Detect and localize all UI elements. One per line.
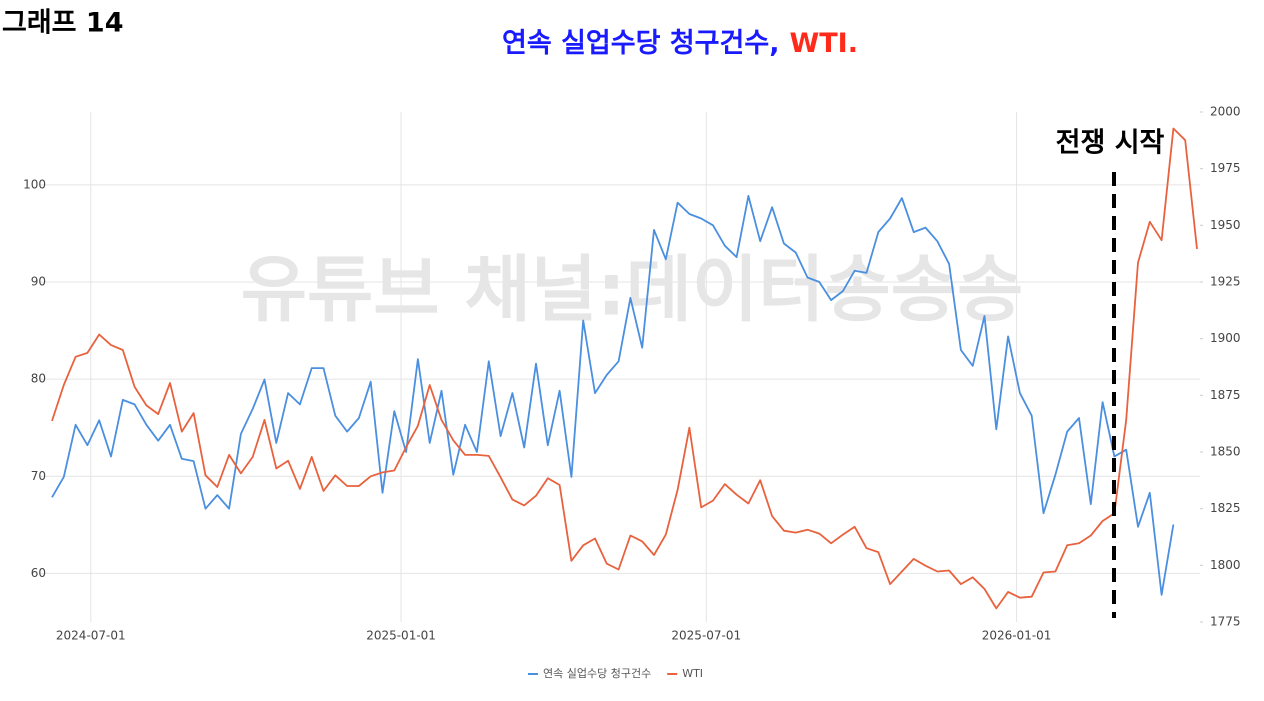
x-tick-label: 2024-07-01 <box>56 629 126 643</box>
y2-tick-label: 1850 <box>1210 445 1241 459</box>
y2-tick-label: 1925 <box>1210 275 1241 289</box>
x-tick-label: 2025-01-01 <box>366 629 436 643</box>
annotation: 전쟁 시작 <box>1056 128 1165 159</box>
chart-title: 연속 실업수당 청구건수, WTI. <box>502 28 858 59</box>
title-part: 연속 실업수당 청구건수, <box>502 28 779 59</box>
x-tick-label: 2025-07-01 <box>671 629 741 643</box>
y2-tick-label: 1875 <box>1210 388 1241 402</box>
title-part: WTI. <box>789 28 858 59</box>
series-line <box>51 195 1175 596</box>
y2-tick-label: 1900 <box>1210 331 1241 345</box>
y-tick-label: 70 <box>31 469 46 483</box>
y-tick-label: 60 <box>31 566 46 580</box>
y2-tick-label: 1800 <box>1210 558 1241 572</box>
header: 그래프 14 <box>2 8 124 39</box>
legend-label: 연속 실업수당 청구건수 <box>543 667 651 680</box>
watermark: 유튜브 채널:데이터송송송 <box>241 248 1024 332</box>
y-tick-label: 80 <box>31 372 46 386</box>
y2-tick-label: 1975 <box>1210 161 1241 175</box>
legend-label: WTI <box>682 667 703 680</box>
x-tick-label: 2026-01-01 <box>982 629 1052 643</box>
y2-tick-label: 2000 <box>1210 105 1241 119</box>
y-tick-label: 100 <box>23 177 46 191</box>
y2-tick-label: 1775 <box>1210 615 1241 629</box>
y-tick-label: 90 <box>31 275 46 289</box>
series-line <box>51 127 1198 610</box>
y2-tick-label: 1950 <box>1210 218 1241 232</box>
y2-tick-label: 1825 <box>1210 501 1241 515</box>
